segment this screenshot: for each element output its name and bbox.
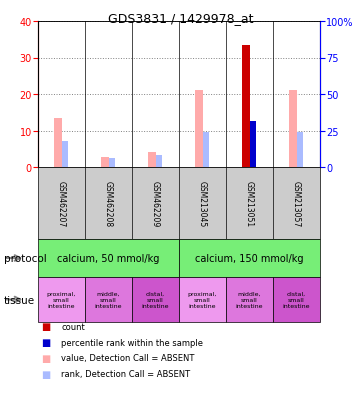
Text: GSM462208: GSM462208 <box>104 180 113 226</box>
Text: distal,
small
intestine: distal, small intestine <box>142 292 169 308</box>
Bar <box>85 277 132 322</box>
Text: middle,
small
intestine: middle, small intestine <box>236 292 263 308</box>
Text: calcium, 150 mmol/kg: calcium, 150 mmol/kg <box>195 254 304 263</box>
Text: ■: ■ <box>42 337 51 347</box>
Bar <box>179 240 320 277</box>
Text: proximal,
small
intestine: proximal, small intestine <box>47 292 76 308</box>
Bar <box>204 133 209 168</box>
Bar <box>226 277 273 322</box>
Text: GDS3831 / 1429978_at: GDS3831 / 1429978_at <box>108 12 253 25</box>
Bar <box>195 91 203 168</box>
Text: protocol: protocol <box>4 254 46 263</box>
Text: GSM213057: GSM213057 <box>292 180 301 227</box>
Text: GSM213051: GSM213051 <box>245 180 254 226</box>
Bar <box>273 277 320 322</box>
Bar <box>251 122 256 168</box>
Bar <box>53 119 62 168</box>
Bar <box>38 240 179 277</box>
Bar <box>148 152 156 168</box>
Text: rank, Detection Call = ABSENT: rank, Detection Call = ABSENT <box>61 370 191 379</box>
Bar <box>109 159 115 168</box>
Text: GSM462207: GSM462207 <box>57 180 66 227</box>
Text: GSM213045: GSM213045 <box>198 180 207 227</box>
Text: ■: ■ <box>42 353 51 363</box>
Bar <box>132 277 179 322</box>
Text: distal,
small
intestine: distal, small intestine <box>283 292 310 308</box>
Bar <box>100 157 109 168</box>
Text: percentile rank within the sample: percentile rank within the sample <box>61 338 204 347</box>
Text: value, Detection Call = ABSENT: value, Detection Call = ABSENT <box>61 354 195 363</box>
Bar <box>242 45 250 168</box>
Bar <box>242 45 250 168</box>
Bar <box>288 91 297 168</box>
Bar <box>297 133 303 168</box>
Text: calcium, 50 mmol/kg: calcium, 50 mmol/kg <box>57 254 160 263</box>
Bar <box>62 142 68 168</box>
Text: ■: ■ <box>42 321 51 331</box>
Text: GSM462209: GSM462209 <box>151 180 160 227</box>
Text: count: count <box>61 322 85 331</box>
Text: middle,
small
intestine: middle, small intestine <box>95 292 122 308</box>
Bar <box>179 277 226 322</box>
Bar <box>156 156 162 168</box>
Bar <box>251 122 256 168</box>
Text: tissue: tissue <box>4 295 35 305</box>
Bar <box>38 277 85 322</box>
Text: proximal,
small
intestine: proximal, small intestine <box>188 292 217 308</box>
Text: ■: ■ <box>42 369 51 379</box>
